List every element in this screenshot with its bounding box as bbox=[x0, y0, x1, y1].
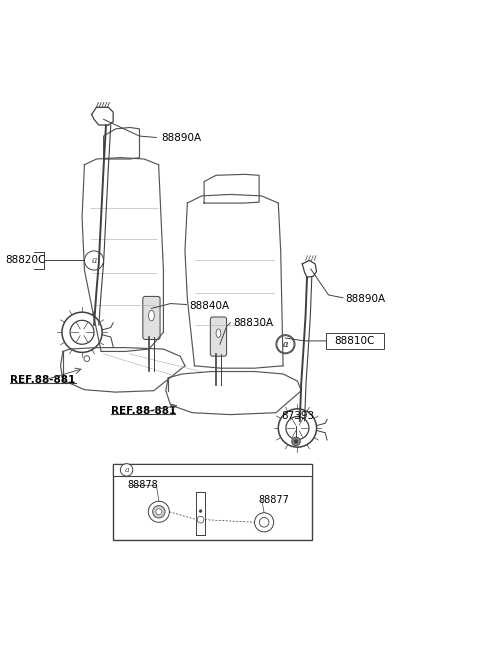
Circle shape bbox=[153, 506, 165, 518]
Text: 88890A: 88890A bbox=[161, 134, 201, 143]
Circle shape bbox=[148, 501, 169, 522]
Bar bbox=[326, 333, 384, 349]
FancyBboxPatch shape bbox=[143, 297, 160, 339]
Circle shape bbox=[292, 437, 300, 445]
Circle shape bbox=[276, 335, 295, 354]
Text: REF.88-881: REF.88-881 bbox=[111, 406, 176, 417]
Ellipse shape bbox=[216, 329, 221, 337]
Text: 88890A: 88890A bbox=[345, 294, 385, 304]
Circle shape bbox=[120, 464, 133, 476]
Bar bbox=[113, 464, 312, 540]
Circle shape bbox=[277, 335, 294, 353]
Circle shape bbox=[199, 510, 202, 512]
Circle shape bbox=[84, 356, 90, 362]
Text: 88830A: 88830A bbox=[233, 318, 273, 328]
Text: a: a bbox=[283, 340, 288, 348]
Text: a: a bbox=[124, 466, 129, 474]
Circle shape bbox=[84, 251, 104, 270]
Text: 88878: 88878 bbox=[128, 480, 158, 491]
Text: 88840A: 88840A bbox=[190, 301, 230, 311]
Circle shape bbox=[294, 440, 298, 443]
Circle shape bbox=[156, 509, 162, 515]
Circle shape bbox=[259, 517, 269, 527]
Text: 88810C: 88810C bbox=[335, 336, 375, 346]
Text: 88877: 88877 bbox=[258, 495, 289, 505]
Bar bbox=[113, 464, 312, 476]
Circle shape bbox=[254, 513, 274, 532]
Text: a: a bbox=[91, 256, 96, 265]
Text: 88820C: 88820C bbox=[5, 255, 46, 265]
Text: REF.88-881: REF.88-881 bbox=[10, 375, 75, 385]
Circle shape bbox=[197, 516, 204, 523]
Text: a: a bbox=[283, 340, 288, 348]
Text: 87393: 87393 bbox=[281, 411, 314, 421]
FancyBboxPatch shape bbox=[210, 317, 227, 356]
Ellipse shape bbox=[149, 310, 155, 321]
